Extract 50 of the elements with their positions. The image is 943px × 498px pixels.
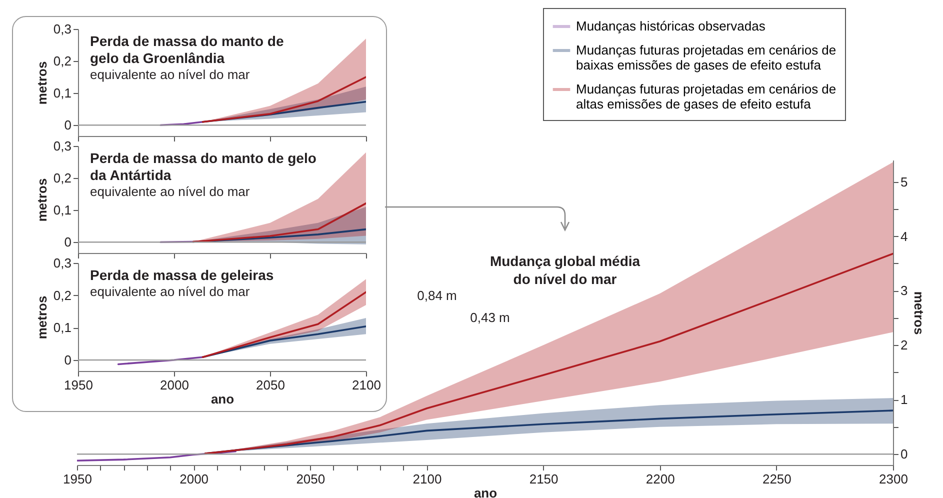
text: equivalente ao nível do mar (90, 184, 250, 199)
y-tick-label: 0 (900, 446, 908, 462)
y-tick-label: 0 (64, 352, 72, 368)
annotation: Mudança global média do nível do mar (490, 253, 640, 287)
y-tick-label: 0,1 (53, 86, 72, 101)
y-tick-label: 0,2 (53, 54, 72, 69)
y-tick-label: 4 (900, 228, 908, 244)
y-tick-label: 0 (64, 118, 72, 133)
x-tick-label: 2100 (412, 472, 442, 486)
line-series (77, 450, 236, 462)
x-tick-label: 1950 (64, 378, 93, 392)
y-tick-label: 0,3 (53, 256, 72, 270)
y-tick-label: 0,3 (53, 138, 72, 154)
y-tick-label: 2 (900, 338, 908, 353)
y-axis-title: metros (34, 296, 50, 340)
x-tick-label: 2150 (529, 472, 558, 486)
y-axis-title: metros (34, 178, 50, 222)
annotation: 0,43 m (470, 310, 510, 325)
x-tick-label: 1950 (63, 472, 92, 486)
x-tick-label: 2250 (762, 472, 792, 486)
text: equivalente ao nível do mar (90, 67, 250, 82)
x-tick-label: 2100 (352, 378, 381, 392)
x-tick-label: 2050 (296, 472, 326, 486)
y-tick-label: 1 (900, 392, 908, 408)
y-tick-label: 0,2 (53, 170, 72, 186)
y-axis-title: metros (34, 61, 50, 105)
legend-label: Mudanças futuras projetadas em cenários de altas emissões de gases de efeito estufa (576, 82, 836, 112)
y-tick-label: 0,1 (53, 320, 72, 336)
y-tick-label: 0,1 (53, 202, 72, 218)
legend-label: Mudanças futuras projetadas em cenários de baixas emissões de gases de efeito estufa (576, 42, 836, 72)
y-tick-label: 0 (64, 234, 72, 250)
chart-title: Perda de massa de geleiras (90, 267, 274, 283)
x-tick-label: 2050 (256, 378, 285, 392)
annotation: 0,84 m (417, 288, 457, 303)
x-tick-label: 2000 (180, 472, 209, 486)
y-tick-label: 5 (900, 174, 908, 190)
x-axis-title: ano (210, 392, 234, 406)
y-tick-label: 0,2 (53, 288, 72, 303)
y-axis-title: metros (912, 291, 927, 335)
x-tick-label: 2300 (879, 472, 908, 486)
line-series (202, 325, 366, 358)
x-axis-title: ano (474, 486, 498, 498)
y-tick-label: 0,3 (53, 22, 72, 36)
x-tick-label: 2000 (160, 378, 189, 392)
text: Perda de massa do manto de gelo da Antártida (90, 150, 316, 183)
text: equivalente ao nível do mar (90, 284, 250, 299)
legend-label: Mudanças históricas observadas (576, 18, 766, 34)
x-tick-label: 2200 (646, 472, 675, 486)
y-tick-label: 3 (900, 283, 908, 298)
text: Perda de massa do manto de gelo da Groenlândia (90, 33, 284, 66)
